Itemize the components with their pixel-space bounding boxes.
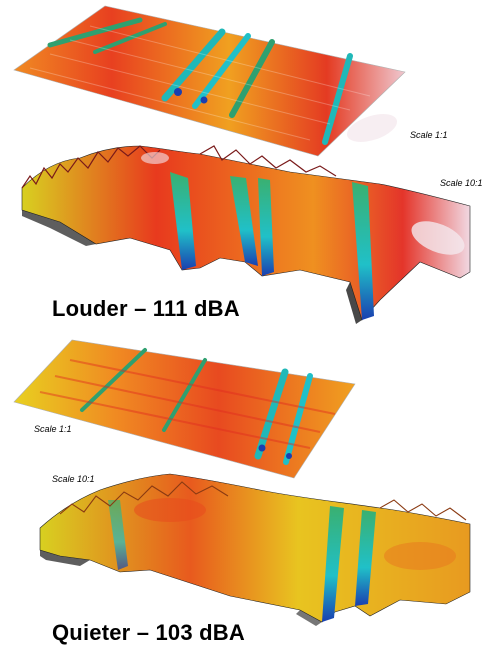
louder-relief-surface xyxy=(21,145,471,324)
louder-flat-scale-label: Scale 1:1 xyxy=(410,130,448,140)
louder-flat-texture xyxy=(29,25,371,141)
quieter-relief-surface xyxy=(39,473,471,626)
louder-flat-surface xyxy=(13,5,406,157)
louder-caption: Louder – 111 dBA xyxy=(52,296,240,321)
quieter-flat-texture xyxy=(39,359,336,449)
quieter-flat-grooves xyxy=(80,348,313,465)
quieter-caption: Quieter – 103 dBA xyxy=(52,620,245,645)
quieter-relief-scale-label: Scale 10:1 xyxy=(52,474,95,484)
quieter-flat-surface xyxy=(13,339,356,479)
quieter-flat-scale-label: Scale 1:1 xyxy=(34,424,72,434)
louder-relief-scale-label: Scale 10:1 xyxy=(440,178,483,188)
louder-flat-grooves xyxy=(47,17,353,145)
